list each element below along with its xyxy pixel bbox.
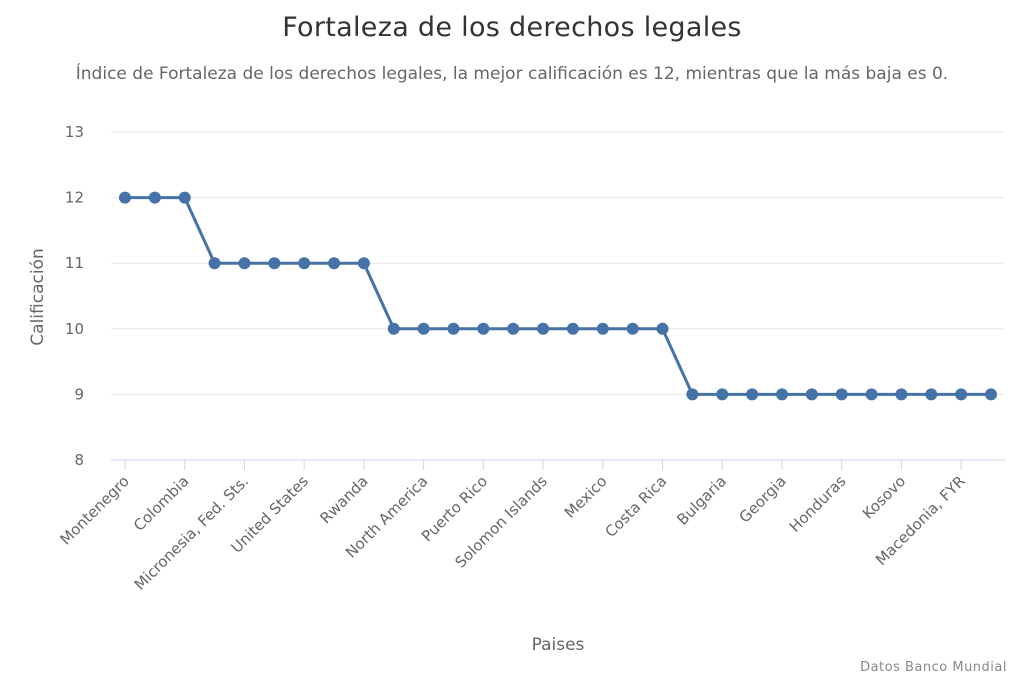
x-tick-label: Mexico — [561, 472, 611, 522]
x-tick-label: Rwanda — [316, 472, 371, 527]
x-tick-label: Montenegro — [56, 472, 132, 548]
x-tick-label: Costa Rica — [602, 472, 671, 541]
y-axis-title: Calificación — [28, 248, 48, 345]
x-tick-label: Honduras — [786, 472, 850, 536]
y-tick-label: 11 — [65, 254, 84, 272]
data-point — [328, 257, 341, 270]
x-axis-ticks — [124, 460, 962, 470]
data-point — [686, 388, 699, 401]
data-point — [656, 322, 669, 335]
data-point — [148, 191, 161, 204]
data-point — [507, 322, 520, 335]
x-tick-label: Kosovo — [859, 472, 909, 522]
data-point — [955, 388, 968, 401]
y-tick-label: 13 — [65, 123, 84, 141]
x-tick-label: Bulgaria — [673, 472, 730, 529]
data-point — [596, 322, 609, 335]
data-point — [835, 388, 848, 401]
series-line — [125, 196, 991, 396]
data-point — [775, 388, 788, 401]
data-point — [566, 322, 579, 335]
data-point — [238, 257, 251, 270]
data-point — [925, 388, 938, 401]
x-tick-label: Colombia — [130, 472, 193, 535]
y-axis-tick-labels: 8 9 10 11 12 13 — [65, 123, 84, 469]
y-tick-label: 12 — [65, 189, 84, 207]
x-tick-label: Georgia — [735, 472, 789, 526]
data-point — [268, 257, 281, 270]
data-point — [119, 191, 131, 204]
data-point — [805, 388, 818, 401]
chart-title: Fortaleza de los derechos legales — [282, 12, 742, 43]
y-tick-label: 10 — [65, 320, 84, 338]
chart-subtitle: Índice de Fortaleza de los derechos lega… — [75, 64, 949, 84]
credit-link[interactable]: Datos Banco Mundial — [860, 660, 1007, 675]
data-point — [298, 257, 311, 270]
data-point — [178, 191, 191, 204]
x-axis-title: Paises — [532, 635, 585, 655]
x-tick-label: Micronesia, Fed. Sts. — [131, 472, 253, 594]
data-point — [716, 388, 729, 401]
data-points — [119, 191, 997, 401]
data-point — [895, 388, 908, 401]
data-point — [477, 322, 490, 335]
series-line-group — [125, 196, 991, 396]
data-point — [387, 322, 400, 335]
data-point — [537, 322, 550, 335]
data-point — [746, 388, 759, 401]
data-point — [626, 322, 639, 335]
data-point — [865, 388, 878, 401]
data-point — [985, 388, 997, 401]
data-point — [208, 257, 221, 270]
y-tick-label: 8 — [74, 451, 84, 469]
data-point — [417, 322, 430, 335]
y-tick-label: 9 — [74, 385, 84, 403]
data-point — [357, 257, 370, 270]
data-point — [447, 322, 460, 335]
